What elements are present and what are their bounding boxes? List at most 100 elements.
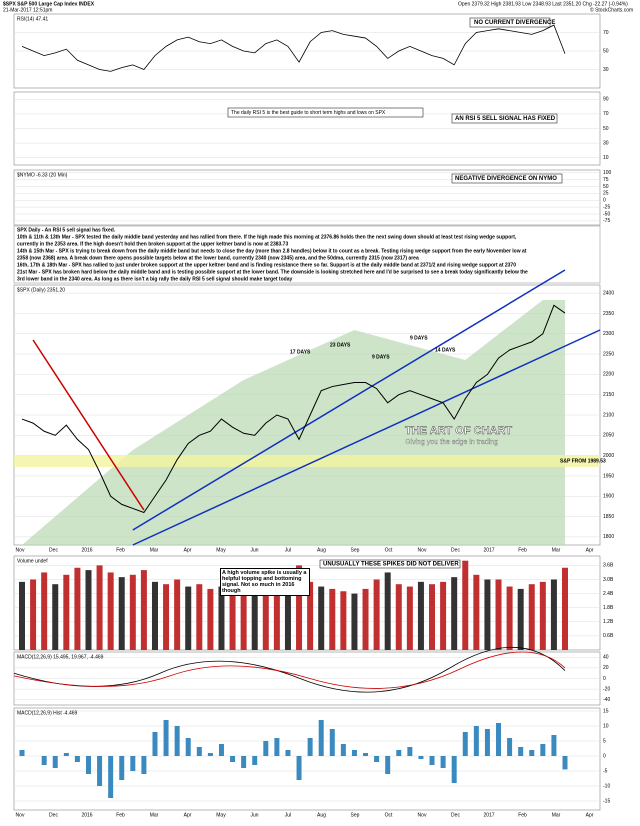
trendline: [132, 329, 601, 546]
x-tick-label: Apr: [184, 547, 192, 553]
volume-bar: [41, 572, 48, 650]
hist-bar: [108, 756, 114, 798]
hist-bar: [407, 747, 413, 756]
y-tick-label: 25: [603, 191, 609, 197]
hist-bar: [484, 729, 490, 756]
volume-bar: [207, 588, 214, 650]
y-tick-label: 100: [603, 170, 612, 176]
hist-bar: [429, 756, 435, 765]
y-tick-label: -15: [603, 798, 610, 804]
volume-bar: [395, 584, 402, 650]
note: The daily RSI 5 is the best guide to sho…: [231, 110, 386, 116]
volume-bar: [351, 593, 358, 650]
x-tick-label: May: [216, 547, 226, 553]
y-tick-label: 0: [603, 753, 606, 759]
volume-bar: [118, 577, 125, 650]
y-tick-label: 0: [603, 676, 606, 682]
x-tick-label: Mar: [552, 547, 561, 553]
volume-bar: [229, 579, 236, 650]
hist-bar: [462, 732, 468, 756]
hist-bar: [307, 738, 313, 756]
volume-bar: [218, 586, 225, 650]
y-tick-label: 1.2B: [603, 619, 614, 625]
x-tick-label: Oct: [385, 547, 393, 553]
hist-bar: [52, 756, 58, 768]
x-tick-label: Dec: [451, 812, 460, 818]
y-tick-label: -25: [603, 204, 610, 210]
x-tick-label: Mar: [150, 812, 159, 818]
x-tick-label: Nov: [418, 547, 427, 553]
volume-bar: [74, 567, 81, 650]
volume-bar: [273, 581, 280, 650]
volume-bar: [251, 588, 258, 650]
price-line: [21, 304, 566, 514]
hist-bar: [418, 756, 424, 759]
y-tick-label: 10: [603, 155, 609, 161]
x-tick-label: Sep: [351, 547, 360, 553]
volume-bar: [174, 579, 181, 650]
volume-bar: [307, 581, 314, 650]
y-tick-label: -40: [603, 697, 610, 703]
hist-bar: [141, 756, 147, 774]
x-tick-label: 2016: [81, 812, 92, 818]
volume-bar: [462, 560, 469, 650]
hist-bar: [451, 756, 457, 783]
y-tick-label: 3.0B: [603, 577, 614, 583]
hist-bar: [263, 741, 269, 756]
volume-bar: [451, 577, 458, 650]
volume-bar: [240, 584, 247, 650]
y-tick-label: 40: [603, 655, 609, 661]
x-tick-label: Aug: [317, 547, 326, 553]
volume-bar: [107, 572, 114, 650]
y-tick-label: 75: [603, 177, 609, 183]
annotation-box: [451, 173, 563, 184]
x-tick-label: Mar: [150, 547, 159, 553]
x-tick-label: Nov: [16, 547, 25, 553]
y-tick-label: 2300: [603, 331, 614, 337]
volume-bar: [340, 591, 347, 650]
hist-bar: [473, 726, 479, 756]
hist-bar: [529, 750, 535, 756]
volume-bar: [296, 565, 303, 650]
x-tick-label: Jul: [285, 812, 291, 818]
x-tick-label: 2017: [483, 812, 494, 818]
volume-bar: [262, 586, 269, 650]
panel-label: RSI(14) 47.41: [17, 16, 48, 22]
y-tick-label: 90: [603, 97, 609, 103]
hist-bar: [163, 720, 169, 756]
x-tick-label: Nov: [16, 812, 25, 818]
shaded-area: [22, 300, 565, 545]
quote: Open 2379.32 High 2381.93 Low 2348.93 La…: [458, 1, 628, 7]
x-tick-label: Feb: [518, 547, 527, 553]
volume-bar: [129, 574, 136, 650]
hist-bar: [507, 738, 513, 756]
hist-bar: [74, 756, 80, 762]
note: A high volume spike is usually a helpful…: [220, 568, 310, 596]
x-tick-label: 2017: [483, 547, 494, 553]
hist-bar: [218, 744, 224, 756]
hist-bar: [19, 750, 25, 756]
hist-bar: [252, 756, 258, 765]
hist-bar: [174, 726, 180, 756]
y-tick-label: 50: [603, 48, 609, 54]
y-tick-label: 30: [603, 67, 609, 73]
trendline: [132, 269, 566, 531]
commentary-line: 10th & 11th & 13th Mar - SPX tested the …: [17, 234, 517, 240]
hist-bar: [241, 756, 247, 768]
x-tick-label: Aug: [317, 812, 326, 818]
hist-bar: [518, 747, 524, 756]
x-tick-label: Apr: [184, 812, 192, 818]
panel-label: Volume undef: [17, 558, 48, 564]
x-tick-label: 2016: [81, 547, 92, 553]
volume-bar: [284, 577, 291, 650]
volume-bar: [19, 581, 25, 650]
volume-bar: [429, 584, 436, 650]
volume-bar: [196, 584, 203, 650]
hist-bar: [119, 756, 125, 780]
volume-bar: [140, 570, 147, 650]
volume-bar: [506, 586, 513, 650]
day-count: 14 DAYS: [435, 347, 456, 353]
logo: THE ART OF CHART: [405, 425, 512, 437]
annotation: NEGATIVE DIVERGENCE ON NYMO: [455, 176, 557, 182]
